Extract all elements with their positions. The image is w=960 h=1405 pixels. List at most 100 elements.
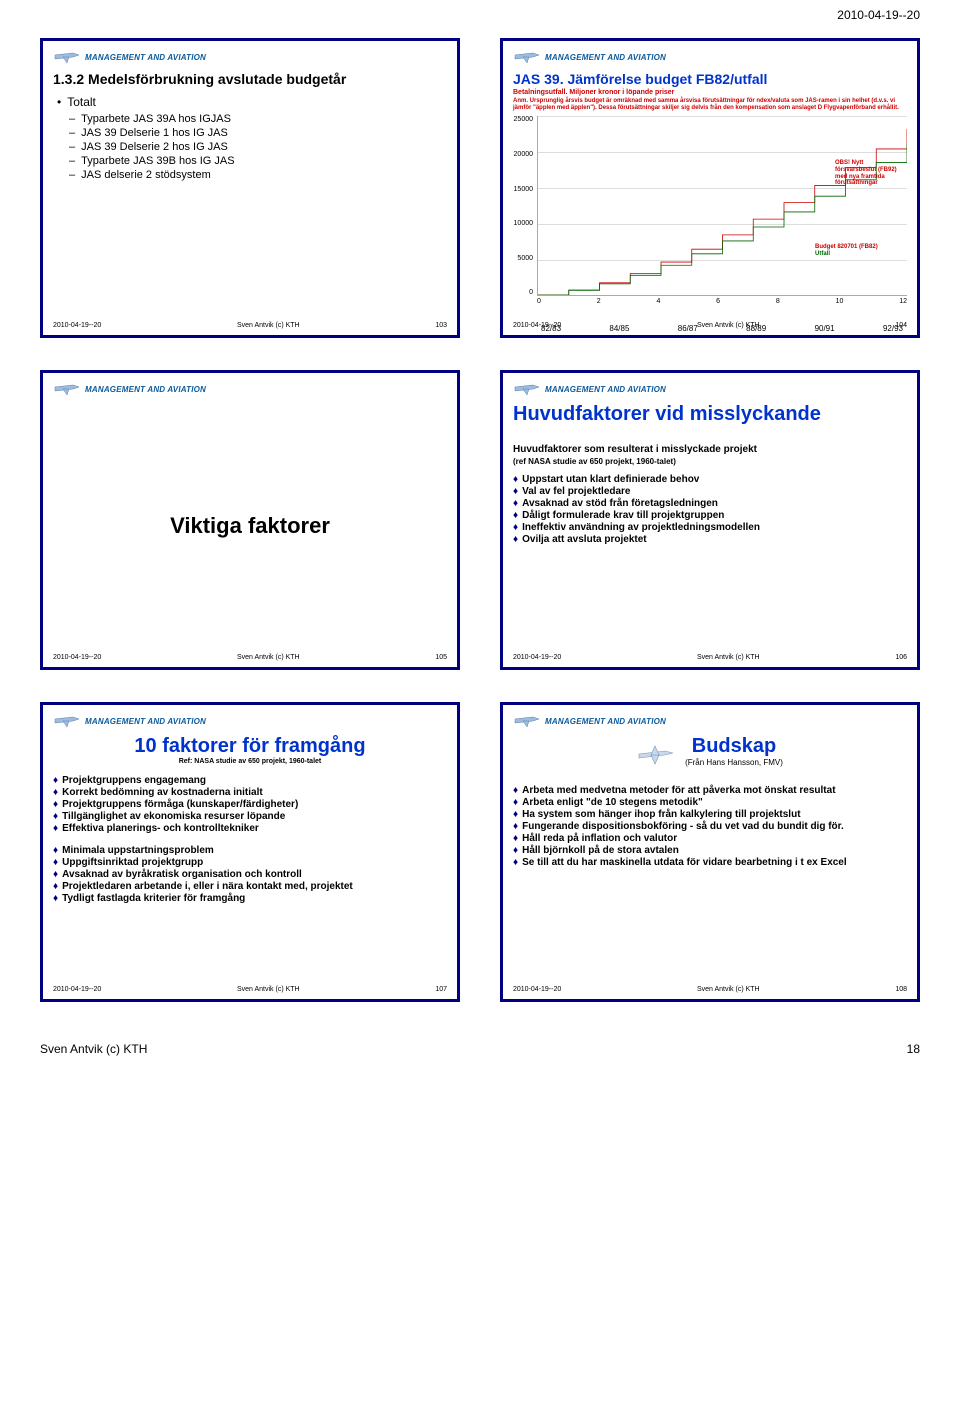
y-label: 10000 xyxy=(509,220,533,227)
x-label: 8 xyxy=(776,298,780,305)
chart-annotation: OBS! Nytt försvarsbeslut (FB92) med nya … xyxy=(835,160,905,186)
footer-date: 2010-04-19--20 xyxy=(53,322,101,329)
slide-105: MANAGEMENT AND AVIATION Viktiga faktorer… xyxy=(40,370,460,670)
footer-date: 2010-04-19--20 xyxy=(513,986,561,993)
diamond-list-1: Projektgruppens engagemangKorrekt bedömn… xyxy=(53,775,447,835)
logo-text: MANAGEMENT AND AVIATION xyxy=(545,53,666,62)
slide-logo: MANAGEMENT AND AVIATION xyxy=(53,49,447,65)
list-item: Typarbete JAS 39B hos IG JAS xyxy=(81,155,447,167)
chart-plot xyxy=(537,116,907,296)
list-item: Dåligt formulerade krav till projektgrup… xyxy=(513,510,907,521)
slide-104: MANAGEMENT AND AVIATION JAS 39. Jämförel… xyxy=(500,38,920,338)
slide-subtitle: (Från Hans Hansson, FMV) xyxy=(685,758,783,767)
footer-num: 106 xyxy=(895,654,907,661)
year-label: 90/91 xyxy=(815,324,835,333)
slide-title: 10 faktorer för framgång xyxy=(53,735,447,758)
list-item: Uppgiftsinriktad projektgrupp xyxy=(53,857,447,868)
slide-footer: 2010-04-19--20 Sven Antvik (c) KTH 107 xyxy=(53,980,447,993)
bullet-list: Totalt xyxy=(53,95,447,109)
list-item: JAS delserie 2 stödsystem xyxy=(81,169,447,181)
y-label: 25000 xyxy=(509,116,533,123)
list-item: Projektgruppens engagemang xyxy=(53,775,447,786)
plane-icon xyxy=(513,49,541,65)
plane-icon xyxy=(513,381,541,397)
logo-text: MANAGEMENT AND AVIATION xyxy=(545,717,666,726)
plane-icon xyxy=(53,713,81,729)
ref-line: Ref: NASA studie av 650 projekt, 1960-ta… xyxy=(53,758,447,765)
chart-svg xyxy=(538,116,907,295)
plane-icon xyxy=(513,713,541,729)
jet-icon xyxy=(637,744,677,766)
plane-icon xyxy=(53,381,81,397)
chart-y-labels: 25000 20000 15000 10000 5000 0 xyxy=(509,116,533,296)
x-label: 12 xyxy=(899,298,907,305)
slide-107: MANAGEMENT AND AVIATION 10 faktorer för … xyxy=(40,702,460,1002)
y-label: 0 xyxy=(509,289,533,296)
list-item: Fungerande dispositionsbokföring - så du… xyxy=(513,821,907,832)
y-label: 20000 xyxy=(509,151,533,158)
slide-footer: 2010-04-19--20 Sven Antvik (c) KTH 106 xyxy=(513,648,907,661)
footer-author: Sven Antvik (c) KTH xyxy=(237,986,300,993)
list-item: Minimala uppstartningsproblem xyxy=(53,845,447,856)
slide-106: MANAGEMENT AND AVIATION Huvudfaktorer vi… xyxy=(500,370,920,670)
chart: 2500020000150001000050000 024681012 OBS!… xyxy=(513,116,907,316)
x-label: 0 xyxy=(537,298,541,305)
y-label: 5000 xyxy=(509,255,533,262)
year-label: 92/93 xyxy=(883,324,903,333)
footer-num: 103 xyxy=(435,322,447,329)
slide-footer: 2010-04-19--20 Sven Antvik (c) KTH 103 xyxy=(53,316,447,329)
list-item: Korrekt bedömning av kostnaderna initial… xyxy=(53,787,447,798)
legend-item: Utfall xyxy=(815,251,905,258)
slide-title: Huvudfaktorer vid misslyckande xyxy=(513,403,907,426)
list-item: Ovilja att avsluta projektet xyxy=(513,534,907,545)
footer-num: 107 xyxy=(435,986,447,993)
center-title-wrap: Viktiga faktorer xyxy=(53,403,447,648)
x-label: 2 xyxy=(597,298,601,305)
footer-author: Sven Antvik (c) KTH xyxy=(697,986,760,993)
slide-footer: 2010-04-19--20 Sven Antvik (c) KTH 108 xyxy=(513,980,907,993)
footer-date: 2010-04-19--20 xyxy=(513,654,561,661)
list-item: Arbeta enligt "de 10 stegens metodik" xyxy=(513,797,907,808)
logo-text: MANAGEMENT AND AVIATION xyxy=(85,53,206,62)
legend-item: Budget 820701 (FB82) xyxy=(815,244,905,251)
chart-legend: Budget 820701 (FB82)Utfall xyxy=(815,244,905,257)
footer-date: 2010-04-19--20 xyxy=(53,654,101,661)
list-item: Effektiva planerings- och kontrollteknik… xyxy=(53,823,447,834)
slide-108: MANAGEMENT AND AVIATION Budskap (Från Ha… xyxy=(500,702,920,1002)
x-label: 4 xyxy=(656,298,660,305)
list-item: Projektgruppens förmåga (kunskaper/färdi… xyxy=(53,799,447,810)
list-item: Se till att du har maskinella utdata för… xyxy=(513,857,907,868)
footer-author: Sven Antvik (c) KTH xyxy=(697,654,760,661)
list-item: Avsaknad av stöd från företagsledningen xyxy=(513,498,907,509)
slide-logo: MANAGEMENT AND AVIATION xyxy=(513,713,907,729)
logo-text: MANAGEMENT AND AVIATION xyxy=(85,717,206,726)
list-item: Ha system som hänger ihop från kalkyleri… xyxy=(513,809,907,820)
diamond-list: Arbeta med medvetna metoder för att påve… xyxy=(513,785,907,869)
list-item: Projektledaren arbetande i, eller i nära… xyxy=(53,881,447,892)
page-footer-left: Sven Antvik (c) KTH xyxy=(40,1042,147,1056)
list-item: Arbeta med medvetna metoder för att påve… xyxy=(513,785,907,796)
year-label: 86/87 xyxy=(678,324,698,333)
sub-bullet-list: Typarbete JAS 39A hos IGJASJAS 39 Delser… xyxy=(53,113,447,183)
slide-title: JAS 39. Jämförelse budget FB82/utfall xyxy=(513,71,907,87)
diamond-list: Uppstart utan klart definierade behovVal… xyxy=(513,474,907,546)
footer-author: Sven Antvik (c) KTH xyxy=(237,654,300,661)
footer-num: 108 xyxy=(895,986,907,993)
chart-x-labels: 024681012 xyxy=(537,298,907,305)
year-label: 88/89 xyxy=(746,324,766,333)
year-label: 82/83 xyxy=(541,324,561,333)
y-label: 15000 xyxy=(509,186,533,193)
list-item: Avsaknad av byråkratisk organisation och… xyxy=(53,869,447,880)
list-item: Håll reda på inflation och valutor xyxy=(513,833,907,844)
slide-logo: MANAGEMENT AND AVIATION xyxy=(53,713,447,729)
list-item: Tillgänglighet av ekonomiska resurser lö… xyxy=(53,811,447,822)
title-with-plane: Budskap (Från Hans Hansson, FMV) xyxy=(513,735,907,775)
list-item: Ineffektiv användning av projektlednings… xyxy=(513,522,907,533)
list-item: Tydligt fastlagda kriterier för framgång xyxy=(53,893,447,904)
slide-footer: 2010-04-19--20 Sven Antvik (c) KTH 105 xyxy=(53,648,447,661)
list-item: JAS 39 Delserie 1 hos IG JAS xyxy=(81,127,447,139)
x-label: 6 xyxy=(716,298,720,305)
list-item: Uppstart utan klart definierade behov xyxy=(513,474,907,485)
chart-series xyxy=(538,129,907,295)
slide-103: MANAGEMENT AND AVIATION 1.3.2 Medelsförb… xyxy=(40,38,460,338)
